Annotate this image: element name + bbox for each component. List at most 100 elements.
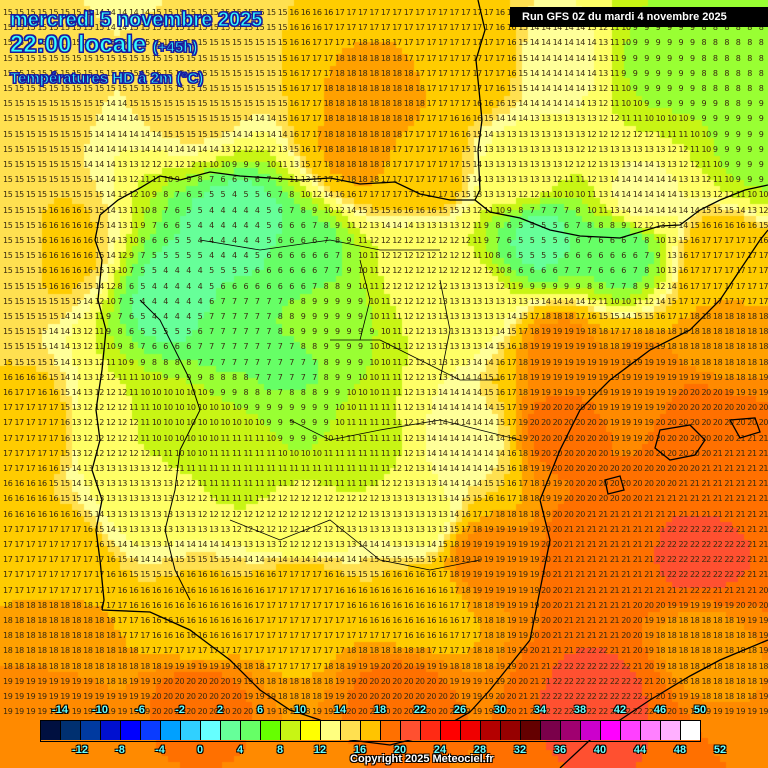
grid-temperature-value: 15 — [278, 38, 288, 47]
grid-temperature-value: 13 — [221, 145, 231, 154]
grid-temperature-value: 15 — [163, 114, 173, 123]
legend-label-top: -10 — [92, 704, 108, 716]
grid-temperature-value: 17 — [427, 23, 437, 32]
grid-temperature-value: 18 — [347, 145, 357, 154]
grid-temperature-value: 15 — [358, 206, 368, 215]
grid-temperature-value: 18 — [404, 114, 414, 123]
grid-temperature-value: 17 — [301, 99, 311, 108]
grid-temperature-value: 9 — [656, 99, 661, 108]
grid-temperature-value: 15 — [301, 160, 311, 169]
grid-temperature-value: 15 — [255, 69, 265, 78]
grid-temperature-value: 13 — [484, 145, 494, 154]
grid-temperature-value: 15 — [518, 69, 528, 78]
grid-temperature-value: 4 — [255, 236, 260, 245]
grid-temperature-value: 15 — [14, 84, 24, 93]
grid-temperature-value: 15 — [152, 84, 162, 93]
grid-temperature-value: 14 — [553, 23, 563, 32]
grid-temperature-value: 15 — [3, 190, 13, 199]
grid-temperature-value: 17 — [427, 145, 437, 154]
grid-temperature-value: 14 — [198, 145, 208, 154]
grid-temperature-value: 5 — [518, 251, 523, 260]
grid-temperature-value: 4 — [232, 190, 237, 199]
grid-temperature-value: 7 — [541, 206, 546, 215]
grid-temperature-value: 18 — [335, 130, 345, 139]
grid-temperature-value: 15 — [209, 69, 219, 78]
grid-temperature-value: 17 — [381, 175, 391, 184]
grid-temperature-value: 8 — [701, 54, 706, 63]
grid-temperature-value: 9 — [690, 54, 695, 63]
grid-temperature-value: 15 — [255, 99, 265, 108]
grid-temperature-value: 14 — [644, 190, 654, 199]
grid-temperature-value: 13 — [564, 114, 574, 123]
grid-temperature-value: 9 — [656, 84, 661, 93]
grid-temperature-value: 10 — [621, 84, 631, 93]
grid-temperature-value: 9 — [484, 221, 489, 230]
grid-temperature-value: 18 — [392, 84, 402, 93]
grid-temperature-value: 7 — [553, 206, 558, 215]
grid-temperature-value: 17 — [495, 69, 505, 78]
grid-temperature-value: 10 — [656, 114, 666, 123]
grid-temperature-value: 11 — [610, 69, 620, 78]
grid-temperature-value: 5 — [152, 251, 157, 260]
grid-temperature-value: 9 — [140, 221, 145, 230]
grid-temperature-value: 9 — [679, 99, 684, 108]
grid-temperature-value: 7 — [564, 206, 569, 215]
grid-temperature-value: 15 — [26, 99, 36, 108]
grid-temperature-value: 13 — [530, 130, 540, 139]
grid-temperature-value: 15 — [163, 23, 173, 32]
grid-temperature-value: 8 — [301, 206, 306, 215]
grid-temperature-value: 10 — [713, 160, 723, 169]
grid-temperature-value: 8 — [163, 190, 168, 199]
grid-temperature-value: 13 — [587, 114, 597, 123]
grid-temperature-value: 12 — [564, 160, 574, 169]
grid-temperature-value: 18 — [392, 99, 402, 108]
grid-temperature-value: 15 — [369, 206, 379, 215]
grid-temperature-value: 10 — [747, 190, 757, 199]
grid-temperature-value: 15 — [3, 175, 13, 184]
grid-temperature-value: 15 — [312, 175, 322, 184]
grid-temperature-value: 17 — [427, 160, 437, 169]
grid-temperature-value: 15 — [49, 84, 59, 93]
grid-temperature-value: 13 — [495, 190, 505, 199]
grid-temperature-value: 14 — [472, 145, 482, 154]
grid-temperature-value: 9 — [690, 99, 695, 108]
grid-temperature-value: 13 — [450, 221, 460, 230]
grid-temperature-value: 8 — [152, 206, 157, 215]
grid-temperature-value: 4 — [209, 236, 214, 245]
grid-temperature-value: 5 — [553, 221, 558, 230]
grid-temperature-value: 11 — [369, 251, 379, 260]
grid-temperature-value: 15 — [198, 23, 208, 32]
grid-temperature-value: 17 — [450, 99, 460, 108]
grid-temperature-value: 12 — [450, 236, 460, 245]
grid-temperature-value: 15 — [60, 190, 70, 199]
grid-temperature-value: 15 — [72, 130, 82, 139]
grid-temperature-value: 14 — [656, 175, 666, 184]
grid-temperature-value: 14 — [667, 175, 677, 184]
grid-temperature-value: 14 — [95, 114, 105, 123]
grid-temperature-value: 6 — [598, 236, 603, 245]
grid-temperature-value: 15 — [14, 251, 24, 260]
grid-temperature-value: 15 — [83, 99, 93, 108]
grid-temperature-value: 12 — [598, 114, 608, 123]
grid-temperature-value: 15 — [106, 54, 116, 63]
grid-temperature-value: 13 — [633, 145, 643, 154]
grid-temperature-value: 7 — [278, 190, 283, 199]
grid-temperature-value: 15 — [129, 38, 139, 47]
grid-temperature-value: 5 — [530, 221, 535, 230]
legend-label-top: 26 — [454, 704, 466, 716]
grid-temperature-value: 12 — [598, 84, 608, 93]
grid-temperature-value: 17 — [415, 145, 425, 154]
grid-temperature-value: 18 — [392, 54, 402, 63]
grid-temperature-value: 9 — [633, 23, 638, 32]
grid-temperature-value: 12 — [667, 145, 677, 154]
grid-temperature-value: 5 — [530, 251, 535, 260]
grid-temperature-value: 9 — [747, 130, 752, 139]
grid-temperature-value: 18 — [404, 84, 414, 93]
grid-temperature-value: 14 — [472, 175, 482, 184]
grid-temperature-value: 12 — [392, 251, 402, 260]
grid-temperature-value: 17 — [438, 99, 448, 108]
grid-temperature-value: 15 — [255, 84, 265, 93]
grid-temperature-value: 18 — [369, 175, 379, 184]
grid-temperature-value: 17 — [461, 69, 471, 78]
